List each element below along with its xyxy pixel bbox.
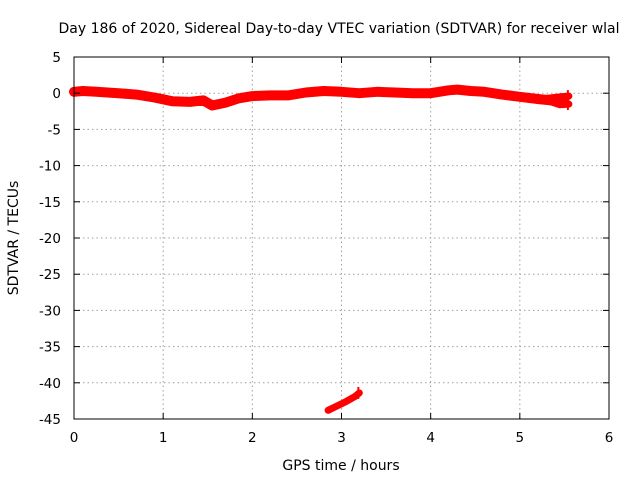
chart-title: Day 186 of 2020, Sidereal Day-to-day VTE… [58, 21, 619, 37]
x-tick-label: 2 [248, 430, 257, 446]
sdtvar-series-2 [543, 96, 573, 109]
data-series [69, 84, 573, 414]
grid-lines [74, 57, 609, 419]
sdtvar-series-4 [324, 389, 363, 414]
x-tick-label: 6 [605, 430, 614, 446]
y-tick-label: 0 [52, 86, 61, 102]
y-tick-label: -25 [39, 267, 61, 283]
x-tick-label: 0 [70, 430, 79, 446]
x-axis-label: GPS time / hours [282, 458, 399, 474]
y-tick-label: -10 [39, 159, 61, 175]
y-axis-label: SDTVAR / TECUs [6, 181, 22, 296]
y-tick-label: -40 [39, 376, 61, 392]
sdtvar-series-1 [69, 84, 570, 111]
axis-ticks: 0 1 2 3 4 5 6 5 0 -5 -10 -15 -20 -25 -30 -35 -40 -45 [39, 50, 613, 446]
y-tick-label: -15 [39, 195, 61, 211]
x-tick-label: 5 [516, 430, 525, 446]
x-tick-label: 3 [337, 430, 346, 446]
x-tick-label: 4 [426, 430, 435, 446]
sdtvar-series-3 [543, 92, 573, 102]
y-tick-label: -45 [39, 412, 61, 428]
y-tick-label: -5 [48, 122, 61, 138]
y-tick-label: 5 [52, 50, 61, 66]
y-tick-label: -35 [39, 340, 61, 356]
x-tick-label: 1 [159, 430, 168, 446]
y-tick-label: -20 [39, 231, 61, 247]
y-tick-label: -30 [39, 303, 61, 319]
